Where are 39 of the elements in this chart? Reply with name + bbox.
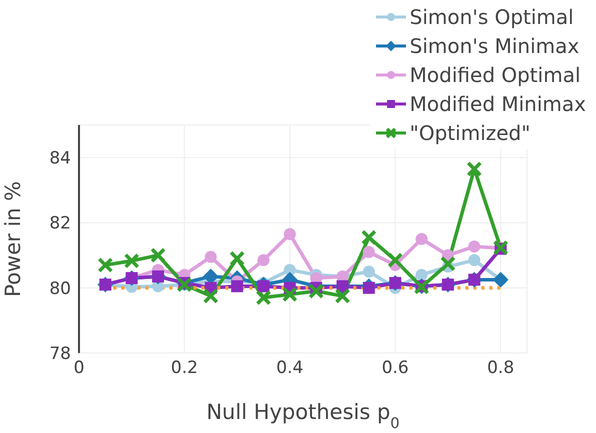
point [282,286,298,302]
point [362,246,375,258]
point [257,254,270,266]
point [204,250,217,263]
point [362,266,375,278]
legend-label: Simon's Optimal [410,4,574,28]
x-tick-label: 0 [74,358,84,378]
point [124,253,140,269]
x-tick-label: 0.8 [487,358,514,378]
point [229,250,245,266]
legend-label: Modified Optimal [410,62,581,86]
point [98,257,114,273]
point [231,280,244,292]
point [416,233,428,245]
y-tick-label: 78 [49,344,71,364]
y-tick-label: 82 [49,214,71,234]
y-tick-label: 80 [49,278,71,299]
x-axis-title: Null Hypothesis p$_{0}$ [206,400,400,432]
y-axis-title: Power in % [1,181,25,297]
point [468,240,480,252]
legend-label: Simon's Minimax [410,34,580,58]
point [334,288,350,304]
point [361,230,377,246]
point [256,290,272,306]
point [466,161,482,177]
point [150,248,166,264]
y-tick-label: 84 [49,148,71,169]
point [440,256,456,272]
point [203,288,219,304]
legend-label: Modified Minimax [410,92,586,116]
x-tick-label: 0.4 [276,358,304,378]
point [284,228,296,240]
x-tick-label: 0.2 [170,358,198,378]
x-tick-label: 0.6 [382,358,409,378]
point [387,252,403,268]
legend-label: "Optimized" [410,120,530,144]
point [308,283,324,299]
point [416,268,428,281]
point [468,254,480,266]
